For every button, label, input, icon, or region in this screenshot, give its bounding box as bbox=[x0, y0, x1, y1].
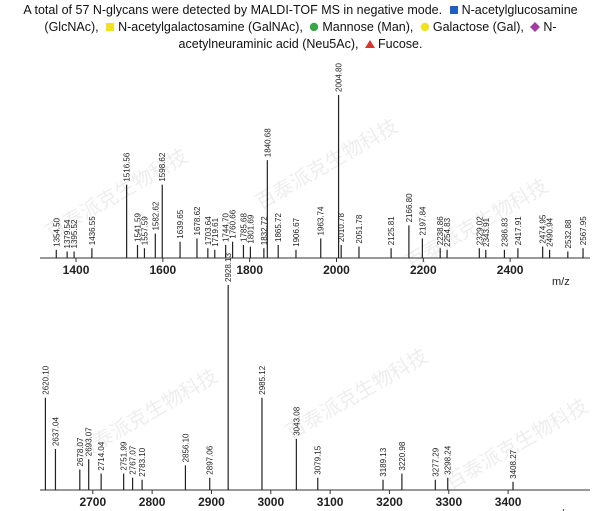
peak-label: 1865.72 bbox=[274, 212, 283, 241]
peak-label: 2010.78 bbox=[337, 212, 346, 241]
peak-label: 2254.83 bbox=[443, 217, 452, 246]
x-tick-label: 2000 bbox=[323, 263, 350, 277]
peak-label: 1719.61 bbox=[211, 217, 220, 246]
legend-label: Fucose. bbox=[377, 37, 423, 51]
legend-label: Mannose (Man), bbox=[322, 20, 414, 34]
peak-label: 2856.10 bbox=[181, 433, 190, 462]
peak-label: 2714.04 bbox=[97, 441, 106, 470]
peak-label: 3408.27 bbox=[509, 449, 518, 478]
x-tick-label: 2400 bbox=[497, 263, 524, 277]
peak-label: 2417.91 bbox=[514, 216, 523, 245]
legend-symbol bbox=[364, 40, 375, 48]
peak-label: 2751.99 bbox=[120, 441, 129, 470]
peak-label: 2693.07 bbox=[85, 427, 94, 456]
peak-label: 1906.67 bbox=[292, 217, 301, 246]
peak-label: 2678.07 bbox=[76, 437, 85, 466]
peak-label: 3298.24 bbox=[444, 445, 453, 474]
peak-label: 3189.13 bbox=[379, 447, 388, 476]
legend-label: N-acetylglucosamine (GlcNAc), bbox=[44, 3, 578, 34]
x-tick-label: 3100 bbox=[317, 495, 344, 509]
peak-label: 2928.13 bbox=[224, 253, 233, 282]
peak-label: 2051.78 bbox=[355, 214, 364, 243]
x-tick-label: 3400 bbox=[495, 495, 522, 509]
peak-label: 2197.84 bbox=[418, 206, 427, 235]
legend-symbol bbox=[449, 6, 458, 14]
peak-label: 2474.95 bbox=[539, 214, 548, 243]
legend-label: N-acetylgalactosamine (GalNAc), bbox=[118, 20, 303, 34]
peak-label: 2329.02 bbox=[475, 216, 484, 245]
symbol bbox=[364, 40, 375, 48]
peak-label: 2386.83 bbox=[500, 217, 509, 246]
x-tick-label: 2700 bbox=[79, 495, 106, 509]
peak-label: 2166.80 bbox=[405, 193, 414, 222]
peak-label: 3079.15 bbox=[314, 445, 323, 474]
x-tick-label: 1600 bbox=[149, 263, 176, 277]
peak-label: 2897.06 bbox=[206, 445, 215, 474]
peak-label: 1744.70 bbox=[222, 212, 231, 241]
peak-label: 2238.86 bbox=[436, 216, 445, 245]
symbol bbox=[106, 23, 115, 31]
peak-label: 1678.62 bbox=[193, 206, 202, 235]
x-tick-label: 3200 bbox=[376, 495, 403, 509]
peak-label: 1840.68 bbox=[263, 128, 272, 157]
peak-label: 2532.88 bbox=[564, 219, 573, 248]
legend-symbol bbox=[310, 22, 319, 32]
peak-label: 2767.07 bbox=[129, 445, 138, 474]
legend-symbol bbox=[106, 23, 115, 31]
peak-label: 1832.72 bbox=[260, 216, 269, 245]
peak-label: 1598.62 bbox=[158, 152, 167, 181]
caption: A total of 57 N-glycans were detected by… bbox=[8, 2, 593, 53]
symbol bbox=[449, 6, 458, 14]
peak-label: 1395.52 bbox=[70, 219, 79, 248]
peak-label: 3277.29 bbox=[431, 447, 440, 476]
peak-label: 2783.10 bbox=[138, 447, 147, 476]
caption-text: A total of 57 N-glycans were detected by… bbox=[23, 3, 443, 17]
x-tick-label: 2200 bbox=[410, 263, 437, 277]
peak-label: 1379.54 bbox=[63, 219, 72, 248]
peak-label: 2620.10 bbox=[41, 365, 50, 394]
peak-label: 1557.59 bbox=[140, 216, 149, 245]
peak-label: 2125.81 bbox=[387, 216, 396, 245]
x-tick-label: 1400 bbox=[63, 263, 90, 277]
legend-label: N-acetylneuraminic acid (Neu5Ac), bbox=[178, 20, 557, 51]
peak-label: 1639.65 bbox=[176, 209, 185, 238]
peak-label: 1354.50 bbox=[52, 217, 61, 246]
legend-label: Galactose (Gal), bbox=[432, 20, 524, 34]
peak-label: 2490.94 bbox=[546, 217, 555, 246]
symbol bbox=[530, 22, 541, 32]
peak-label: 3220.98 bbox=[398, 441, 407, 470]
x-tick-label: 2900 bbox=[198, 495, 225, 509]
x-axis-label: m/z bbox=[552, 508, 570, 511]
peak-label: 1785.68 bbox=[239, 212, 248, 241]
peak-label: 1760.66 bbox=[229, 209, 238, 238]
peak-label: 1703.64 bbox=[204, 216, 213, 245]
symbol bbox=[310, 22, 319, 32]
watermark: 百泰派克生物科技 bbox=[282, 344, 432, 444]
peak-label: 1516.56 bbox=[123, 152, 132, 181]
x-tick-label: 2800 bbox=[139, 495, 166, 509]
peak-label: 1963.74 bbox=[317, 206, 326, 235]
peak-label: 2004.80 bbox=[335, 63, 344, 92]
legend-symbol bbox=[530, 22, 541, 32]
x-tick-label: 3000 bbox=[257, 495, 284, 509]
symbol bbox=[420, 22, 430, 32]
x-tick-label: 1800 bbox=[236, 263, 263, 277]
peak-label: 2637.04 bbox=[51, 417, 60, 446]
peak-label: 1801.69 bbox=[246, 214, 255, 243]
peak-label: 2343.91 bbox=[482, 217, 491, 246]
peak-label: 1582.62 bbox=[151, 201, 160, 230]
peak-label: 1541.59 bbox=[133, 212, 142, 241]
watermark: 百泰派克生物科技 bbox=[252, 114, 402, 214]
legend-symbol bbox=[420, 22, 430, 32]
peak-label: 3043.08 bbox=[292, 406, 301, 435]
peak-label: 2985.12 bbox=[258, 365, 267, 394]
peak-label: 2567.95 bbox=[579, 216, 588, 245]
peak-label: 1436.55 bbox=[88, 216, 97, 245]
x-axis-label: m/z bbox=[552, 276, 570, 288]
x-tick-label: 3300 bbox=[435, 495, 462, 509]
